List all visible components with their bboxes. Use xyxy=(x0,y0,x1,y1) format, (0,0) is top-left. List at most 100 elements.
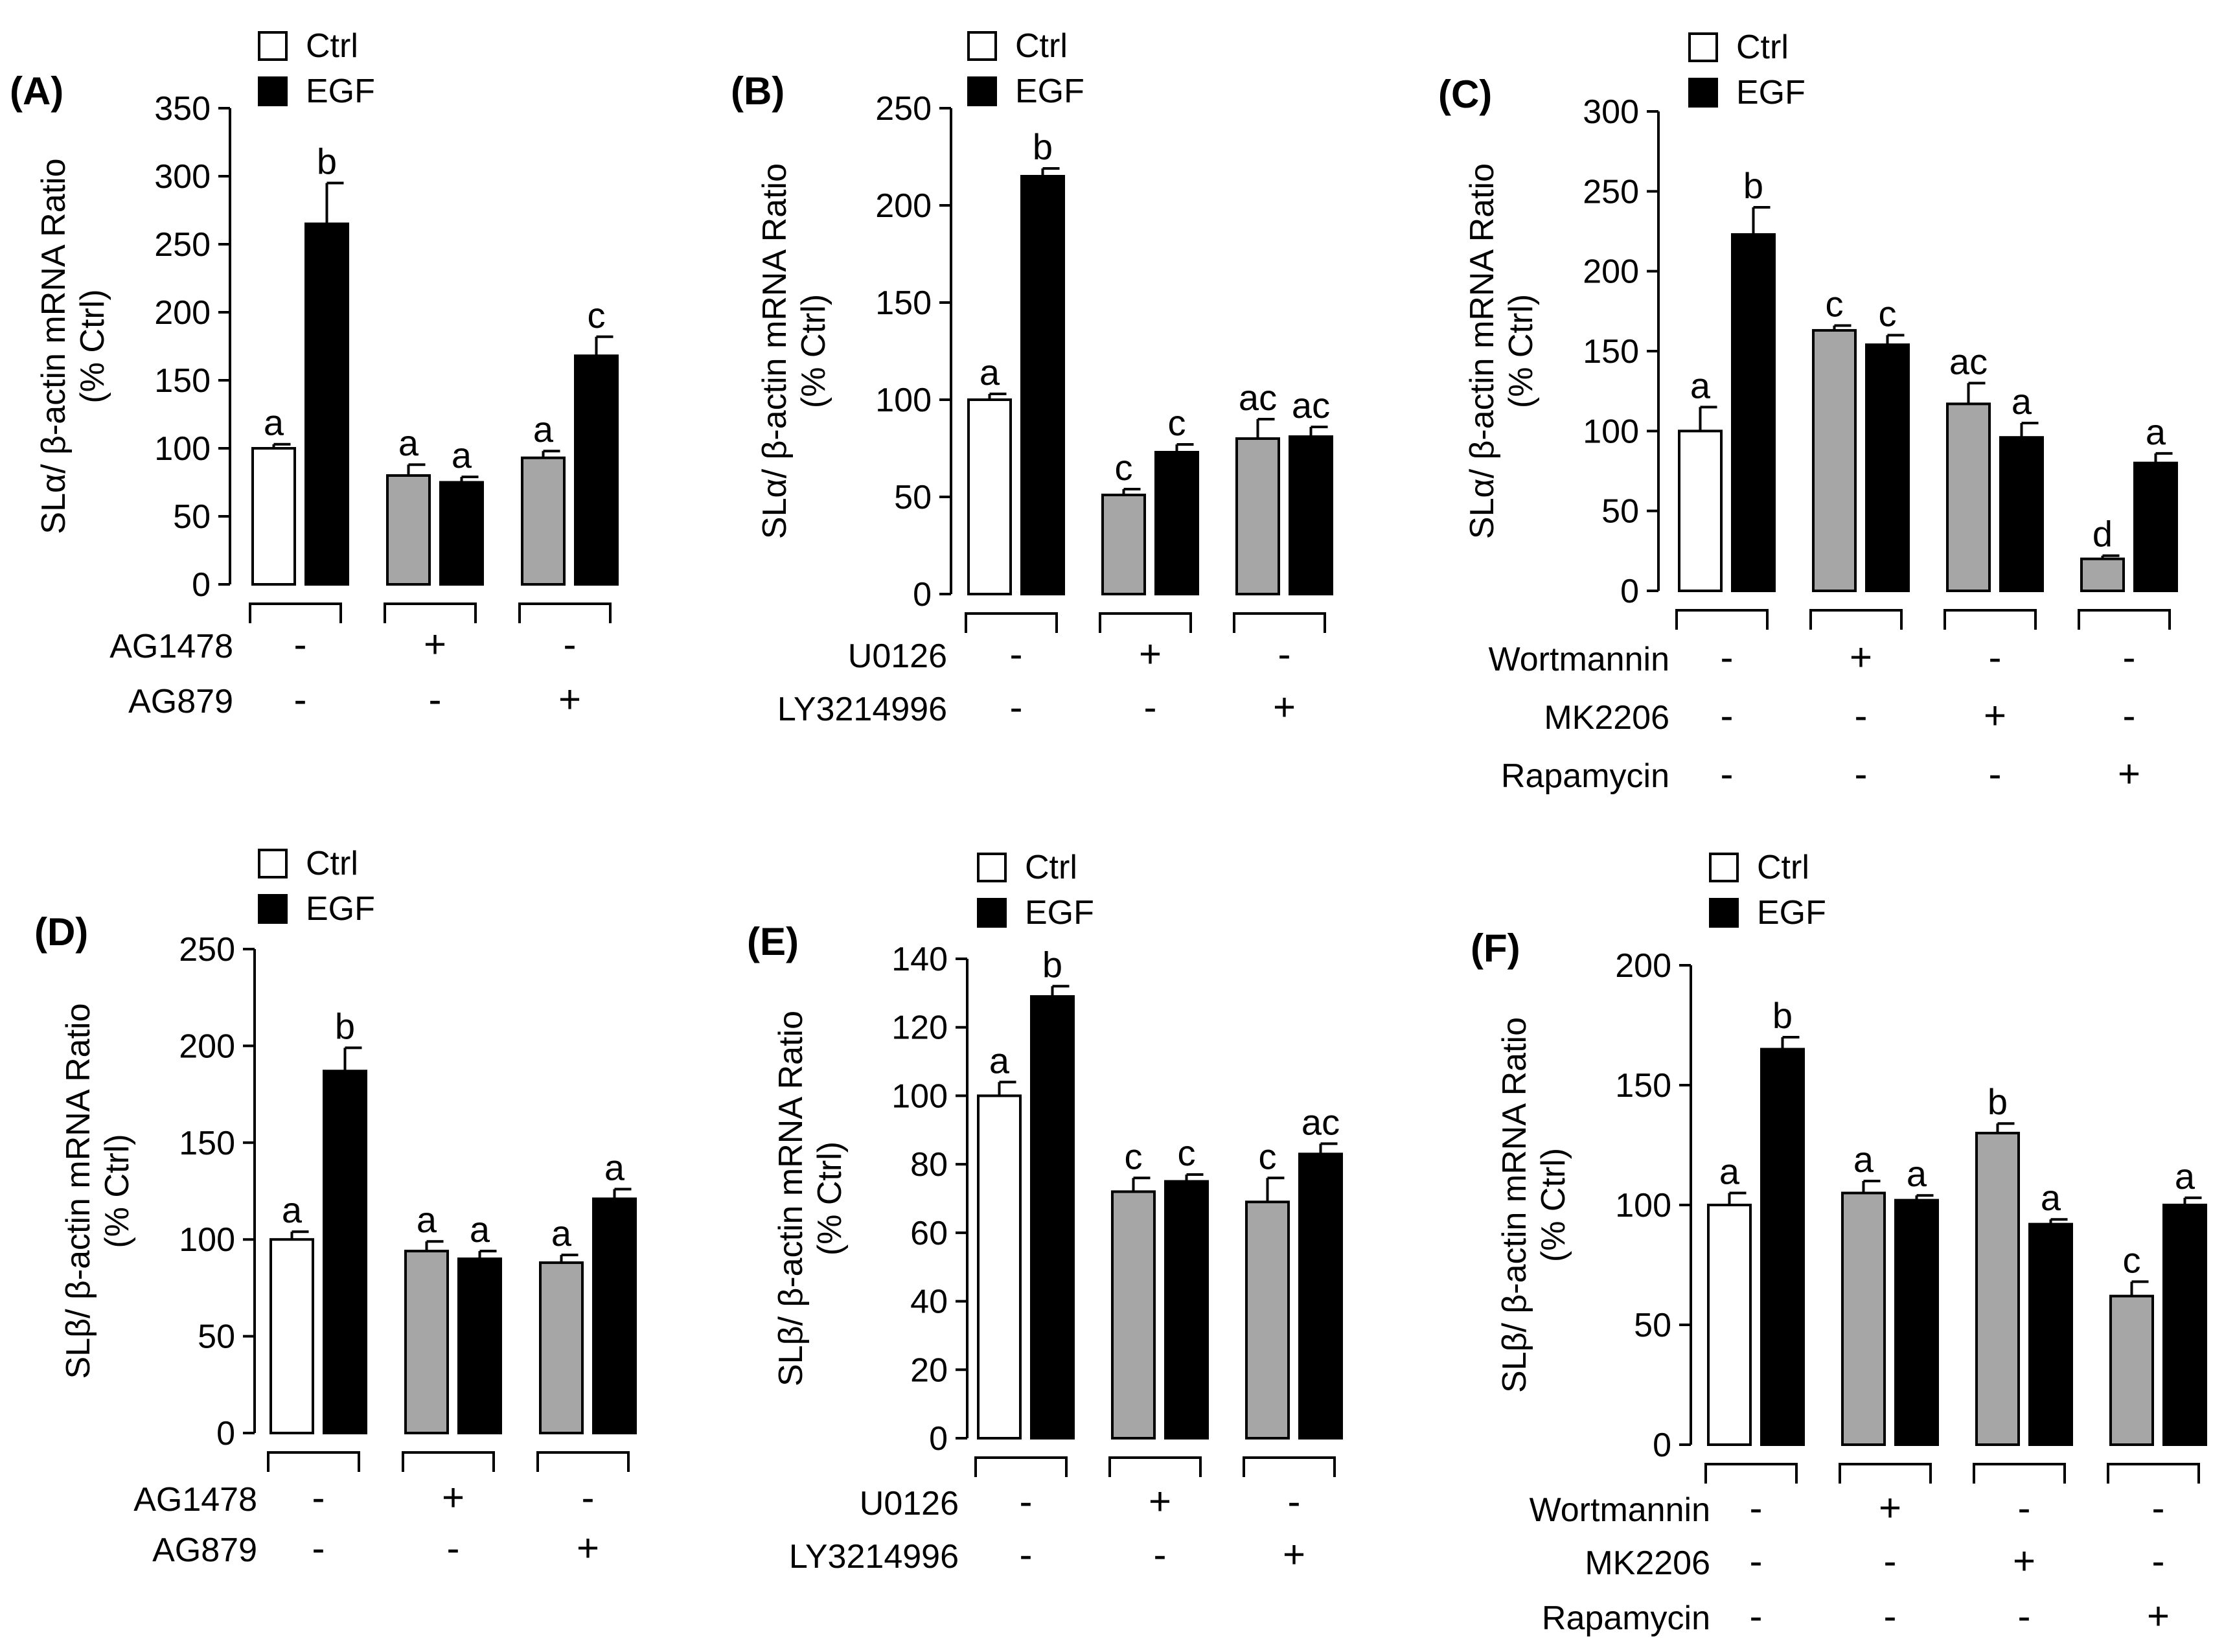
bar-ctrl xyxy=(404,1250,449,1435)
legend-swatch-ctrl xyxy=(1688,32,1718,62)
y-axis-title-unit: (% Ctrl) xyxy=(811,1141,849,1256)
significance-letter: a xyxy=(2012,381,2032,422)
y-tick-label: 0 xyxy=(216,1415,235,1452)
treatment-sign: - xyxy=(1721,694,1734,737)
bar-egf xyxy=(1154,451,1199,595)
group-bracket xyxy=(384,602,477,623)
group-bracket xyxy=(536,1451,630,1472)
significance-letter: a xyxy=(2146,411,2166,452)
group-bracket xyxy=(518,602,612,623)
treatment-sign: - xyxy=(564,623,577,666)
bar-egf xyxy=(1760,1048,1805,1446)
bar-egf xyxy=(1030,995,1075,1440)
significance-letter: a xyxy=(470,1209,490,1250)
legend-label-egf: EGF xyxy=(1025,894,1094,932)
significance-letter: c xyxy=(1115,447,1133,488)
significance-letter: ac xyxy=(1292,385,1330,426)
significance-letter: a xyxy=(551,1213,572,1254)
panel-a: (A) 0 50 100 150 200 250 300 350 SLα/ β-actin mRN… xyxy=(10,27,619,721)
significance-letter: a xyxy=(533,409,554,450)
treatment-label: AG1478 xyxy=(133,1481,257,1519)
significance-letter: b xyxy=(1033,126,1053,167)
treatment-sign: + xyxy=(1139,632,1162,676)
panel-label: (E) xyxy=(747,920,799,963)
group-bracket xyxy=(974,1456,1068,1477)
treatment-sign: + xyxy=(558,678,581,721)
y-tick-label: 50 xyxy=(1601,493,1639,531)
y-tick-label: 200 xyxy=(154,294,211,332)
significance-letter: a xyxy=(980,352,1000,393)
treatment-sign: + xyxy=(2118,752,2140,796)
treatment-sign: - xyxy=(294,623,307,666)
legend-label-egf: EGF xyxy=(1757,894,1826,932)
treatment-sign: + xyxy=(442,1476,464,1519)
significance-letter: c xyxy=(1826,284,1844,325)
bar-egf xyxy=(1289,435,1333,595)
y-axis-title: SLβ/ β-actin mRNA Ratio xyxy=(772,1011,810,1386)
significance-letter: a xyxy=(398,422,419,463)
y-tick-label: 100 xyxy=(154,430,211,468)
treatment-label: AG1478 xyxy=(109,628,233,665)
significance-letter: ac xyxy=(1301,1101,1340,1142)
panel-d: (D) 0 50 100 150 200 250 SLβ/ β-actin mRNA Rati… xyxy=(34,845,637,1570)
panel-b: (B) 0 50 100 150 200 250 SLα/ β-actin mRNA Rati… xyxy=(731,27,1333,729)
significance-letter: a xyxy=(1907,1153,1927,1194)
group-bracket xyxy=(1108,1456,1202,1477)
treatment-sign: - xyxy=(1020,1533,1033,1576)
y-tick-label: 300 xyxy=(1583,93,1639,131)
legend-swatch-ctrl xyxy=(258,31,288,61)
treatment-sign: + xyxy=(1879,1486,1901,1530)
group-bracket xyxy=(1973,1463,2066,1484)
significance-letter: b xyxy=(1042,944,1062,985)
group-bracket xyxy=(1809,609,1903,630)
treatment-label: MK2206 xyxy=(1544,699,1669,737)
y-tick-label: 100 xyxy=(179,1221,235,1259)
group-bracket xyxy=(1233,612,1326,633)
bar-egf xyxy=(2133,461,2178,593)
treatment-sign: + xyxy=(1850,636,1872,679)
bar-egf xyxy=(304,222,349,586)
y-axis-title: SLα/ β-actin mRNA Ratio xyxy=(35,158,73,534)
panel-c: (C) 0 50 100 150 200 250 300 SLα/ β-actin mRNA R… xyxy=(1438,29,2178,796)
treatment-label: Wortmannin xyxy=(1489,641,1669,678)
treatment-sign: + xyxy=(1273,685,1296,729)
y-tick-label: 250 xyxy=(1583,173,1639,211)
treatment-label: Wortmannin xyxy=(1530,1491,1710,1529)
treatment-sign: + xyxy=(577,1526,599,1570)
y-tick-label: 200 xyxy=(179,1027,235,1065)
group-bracket xyxy=(2107,1463,2200,1484)
group-bracket xyxy=(1243,1456,1336,1477)
bar-egf xyxy=(1731,233,1776,592)
bar-ctrl xyxy=(386,474,431,586)
treatment-sign: - xyxy=(1855,694,1868,737)
treatment-sign: - xyxy=(1721,752,1734,796)
treatment-sign: - xyxy=(312,1476,325,1519)
legend-label-egf: EGF xyxy=(1015,73,1084,110)
y-tick-label: 140 xyxy=(891,941,948,978)
group-bracket xyxy=(1839,1463,1932,1484)
treatment-sign: - xyxy=(1884,1539,1897,1583)
panel-label: (C) xyxy=(1438,73,1492,116)
legend-label-egf: EGF xyxy=(306,73,375,110)
bar-egf xyxy=(439,481,484,586)
bar-ctrl xyxy=(269,1238,314,1434)
y-tick-label: 50 xyxy=(173,498,211,536)
treatment-sign: + xyxy=(1149,1480,1171,1523)
treatment-sign: - xyxy=(1288,1480,1301,1523)
significance-letter: b xyxy=(317,141,337,182)
y-tick-label: 80 xyxy=(910,1146,948,1184)
treatment-sign: + xyxy=(2147,1594,2170,1638)
bar-ctrl xyxy=(1101,494,1146,595)
y-tick-label: 100 xyxy=(1615,1187,1671,1224)
treatment-sign: - xyxy=(1989,636,2002,679)
treatment-sign: - xyxy=(1750,1539,1763,1583)
bar-ctrl xyxy=(1707,1204,1752,1446)
y-tick-label: 40 xyxy=(910,1283,948,1321)
bar-ctrl xyxy=(967,398,1012,595)
y-tick-label: 250 xyxy=(875,90,932,128)
y-tick-label: 350 xyxy=(154,90,211,128)
y-tick-label: 150 xyxy=(154,362,211,400)
y-axis-title: SLβ/ β-actin mRNA Ratio xyxy=(1496,1017,1533,1393)
legend-swatch-egf xyxy=(977,898,1007,928)
